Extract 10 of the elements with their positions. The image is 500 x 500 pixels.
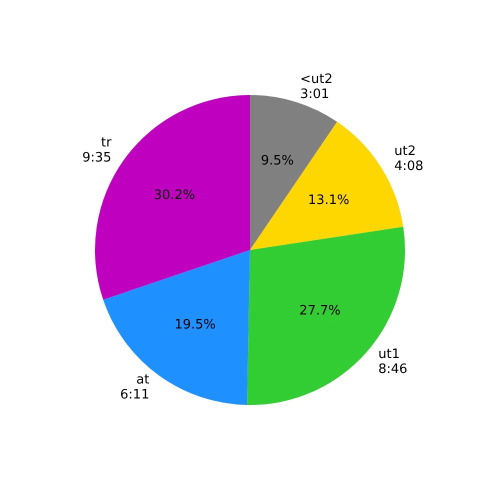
data-label: 9.5% (260, 153, 294, 168)
data-label: 19.5% (174, 317, 216, 332)
data-label: 13.1% (308, 192, 350, 208)
slice-label: ut2 4:08 (394, 144, 424, 174)
slice-label: at 6:11 (120, 372, 150, 402)
slice-label: <ut2 3:01 (300, 72, 333, 102)
data-label: 27.7% (299, 304, 341, 319)
slice-label: ut1 8:46 (378, 347, 408, 378)
data-label: 30.2% (154, 188, 196, 204)
slice-label: tr 9:35 (82, 136, 112, 166)
